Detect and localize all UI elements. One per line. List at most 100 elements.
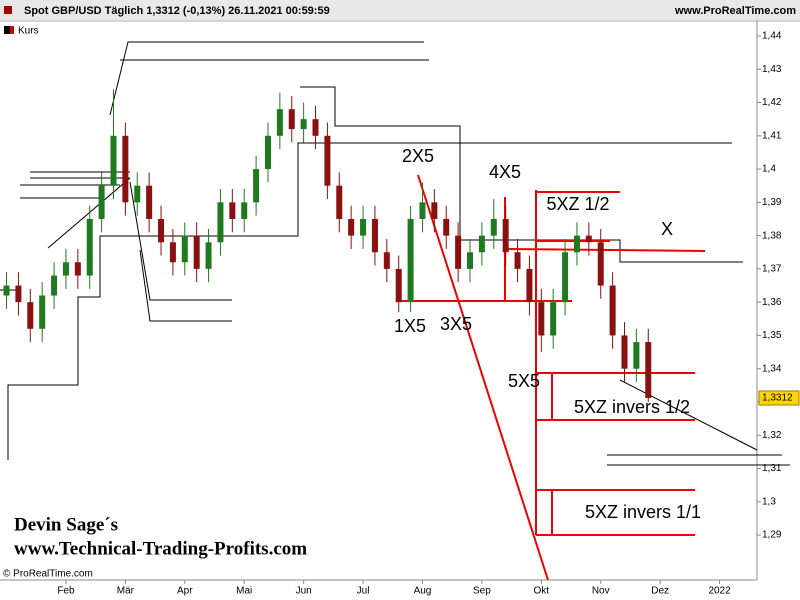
y-tick-label: 1,38	[762, 230, 782, 241]
candle-body	[276, 109, 283, 136]
annotation: 5XZ invers 1/1	[585, 502, 701, 522]
candle-body	[312, 119, 319, 136]
x-tick-label: Dez	[651, 586, 669, 597]
candle-body	[241, 202, 248, 219]
annotation: 3X5	[440, 314, 472, 334]
copyright: © ProRealTime.com	[3, 569, 93, 580]
candle-body	[288, 109, 295, 130]
candle-body	[98, 185, 105, 219]
drawings	[0, 41, 790, 581]
candle-body	[146, 185, 153, 219]
y-tick-label: 1,43	[762, 64, 782, 75]
x-tick-label: Sep	[473, 586, 491, 597]
candle-body	[478, 235, 485, 253]
candle-body	[51, 275, 58, 296]
y-tick-label: 1,39	[762, 197, 782, 208]
candle-body	[621, 335, 628, 369]
candle-body	[27, 302, 34, 329]
annotation: 5X5	[508, 371, 540, 391]
candle-body	[443, 218, 450, 236]
x-tick-label: Jul	[357, 586, 370, 597]
candle-body	[514, 252, 521, 269]
y-tick-label: 1,35	[762, 330, 782, 341]
candle-body	[431, 202, 438, 219]
annotation: 2X5	[402, 146, 434, 166]
candle-body	[15, 285, 22, 303]
y-tick-label: 1,36	[762, 297, 782, 308]
icon	[4, 6, 12, 14]
y-tick-label: 1,31	[762, 463, 782, 474]
candle-body	[633, 342, 640, 369]
y-tick-label: 1,29	[762, 530, 782, 541]
last-price-label: 1,3312	[762, 393, 793, 404]
y-tick-label: 1,42	[762, 97, 782, 108]
candle-body	[383, 252, 390, 269]
x-tick-label: Feb	[57, 586, 75, 597]
candle-body	[74, 262, 81, 276]
candle-body	[62, 262, 69, 276]
x-tick-label: Okt	[534, 586, 550, 597]
x-tick-label: Aug	[414, 586, 432, 597]
candle-body	[360, 218, 367, 236]
candle-body	[538, 302, 545, 336]
y-tick-label: 1,41	[762, 130, 782, 141]
candle-body	[205, 242, 212, 269]
candle-body	[169, 242, 176, 263]
candle-body	[562, 252, 569, 303]
legend-swatch	[4, 26, 10, 34]
candle-body	[158, 218, 165, 243]
candle-body	[253, 169, 260, 203]
candle-body	[181, 235, 188, 263]
candle-body	[264, 135, 271, 170]
candle-body	[348, 218, 355, 236]
candle-body	[300, 119, 307, 130]
candle-body	[110, 135, 117, 186]
x-tick-label: Mai	[236, 586, 252, 597]
candle-body	[609, 285, 616, 336]
x-tick-label: Apr	[177, 586, 193, 597]
candle-body	[336, 185, 343, 219]
candle-body	[573, 235, 580, 253]
candle-body	[3, 285, 10, 296]
candle-body	[122, 135, 129, 203]
watermark: www.Technical-Trading-Profits.com	[14, 538, 307, 559]
candle-body	[550, 302, 557, 336]
x-tick-label: Nov	[592, 586, 610, 597]
candle-body	[229, 202, 236, 219]
candle-body	[645, 342, 652, 398]
legend-swatch	[10, 26, 14, 34]
candle-body	[395, 268, 402, 303]
candle-body	[324, 135, 331, 186]
candle-body	[193, 235, 200, 269]
y-tick-label: 1,37	[762, 264, 782, 275]
x-tick-label: Mär	[117, 586, 135, 597]
watermark: Devin Sage´s	[14, 514, 118, 535]
legend-label: Kurs	[18, 26, 39, 37]
x-tick-label: Jun	[296, 586, 312, 597]
annotation: 1X5	[394, 316, 426, 336]
y-tick-label: 1,3	[762, 496, 776, 507]
candle-body	[419, 202, 426, 219]
candle-body	[490, 218, 497, 236]
annotation: 4X5	[489, 162, 521, 182]
candle-body	[502, 218, 509, 253]
candle-body	[526, 268, 533, 303]
candle-body	[217, 202, 224, 243]
candle-body	[455, 235, 462, 269]
candle-body	[86, 218, 93, 276]
candle-body	[407, 218, 414, 303]
y-tick-label: 1,4	[762, 164, 776, 175]
annotation: 5XZ 1/2	[546, 194, 609, 214]
x-tick-label: 2022	[708, 586, 731, 597]
candle-body	[585, 235, 592, 243]
header-bar	[0, 0, 800, 20]
y-tick-label: 1,34	[762, 363, 782, 374]
last-price-box	[758, 390, 800, 406]
candle-body	[39, 295, 46, 329]
header-site: www.ProRealTime.com	[674, 5, 796, 17]
y-tick-label: 1,44	[762, 31, 782, 42]
annotation: X	[661, 219, 673, 239]
candle-body	[467, 252, 474, 269]
candle-body	[371, 218, 378, 253]
